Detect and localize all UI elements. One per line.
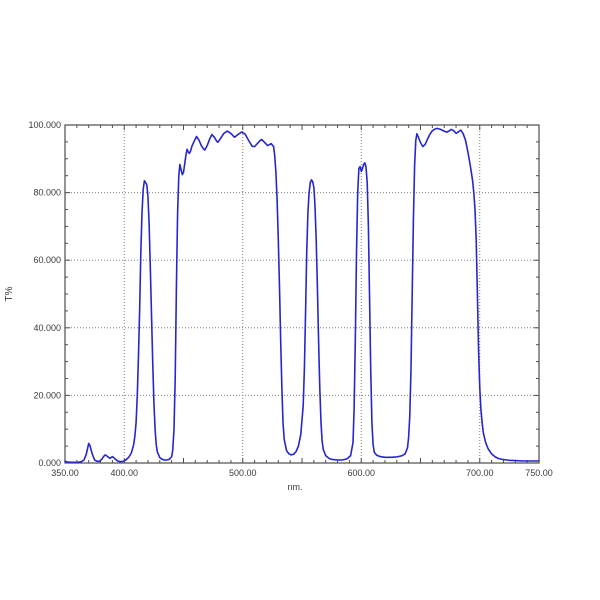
x-tick-label: 500.00 [229, 468, 257, 478]
x-tick-label: 400.00 [110, 468, 138, 478]
y-tick-label: 40.000 [33, 323, 61, 333]
y-tick-label: 20.000 [33, 390, 61, 400]
x-tick-label: 350.00 [51, 468, 79, 478]
x-axis-title: nm. [287, 482, 302, 492]
y-tick-label: 80.000 [33, 188, 61, 198]
x-tick-label: 700.00 [466, 468, 494, 478]
x-tick-label: 750.00 [525, 468, 553, 478]
y-tick-label: 100.000 [28, 120, 61, 130]
y-tick-label: 60.000 [33, 255, 61, 265]
x-tick-label: 600.00 [347, 468, 375, 478]
y-axis-title: T% [4, 286, 15, 301]
y-tick-label: 0.000 [38, 458, 61, 468]
transmission-curve [64, 127, 540, 464]
